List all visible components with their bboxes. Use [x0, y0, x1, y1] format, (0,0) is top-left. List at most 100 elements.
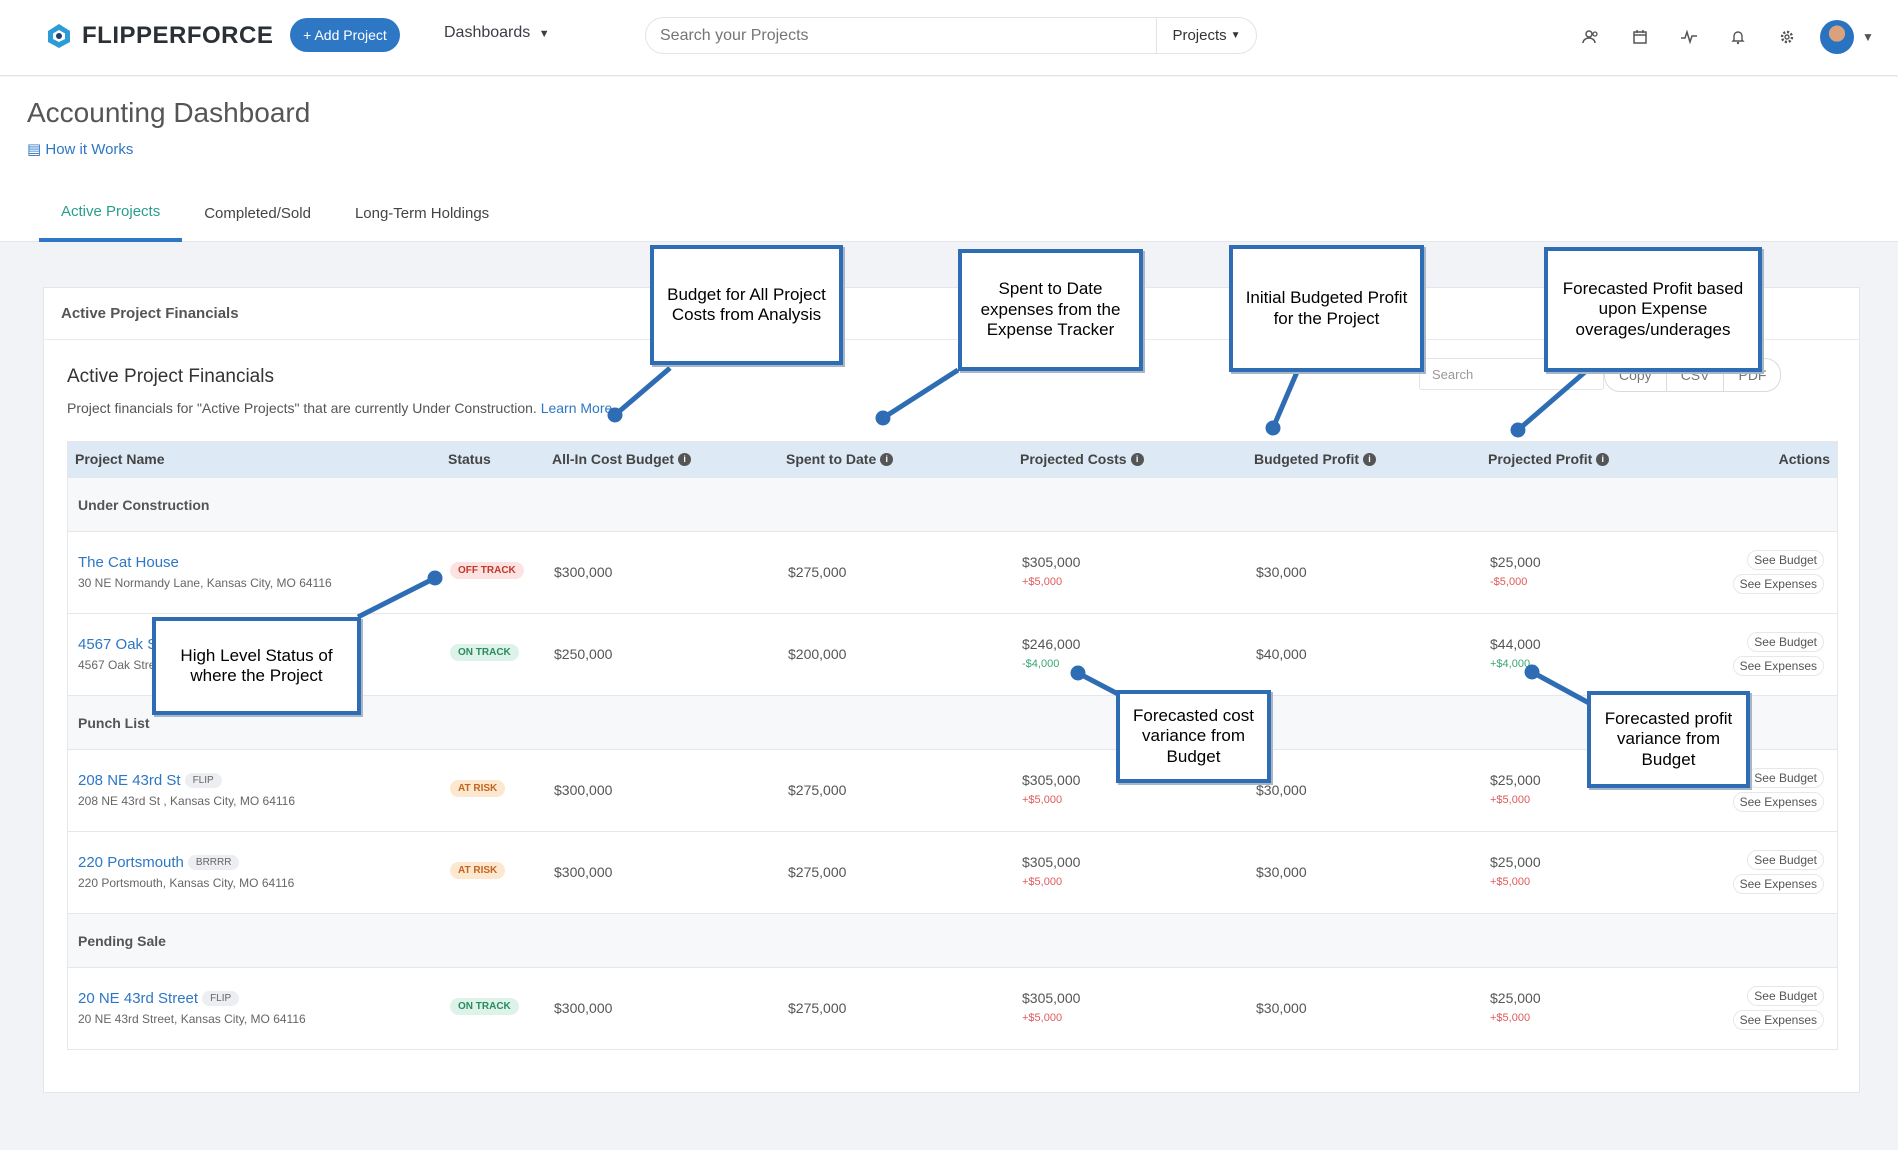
group-punch-list: Punch List — [68, 695, 1837, 749]
tab-active-projects[interactable]: Active Projects — [39, 184, 183, 242]
status-badge: ON TRACK — [450, 998, 519, 1015]
budgeted-profit: $30,000 — [1256, 782, 1307, 798]
callout-budget: Budget for All Project Costs from Analys… — [650, 245, 843, 365]
spent-to-date: $275,000 — [788, 864, 847, 880]
users-icon[interactable] — [1580, 26, 1602, 48]
project-name: 20 NE 43rd Street — [78, 990, 199, 1007]
dashboards-menu[interactable]: Dashboards ▼ — [444, 24, 550, 42]
projected-costs: $305,000 — [1022, 772, 1081, 788]
col-projected-profit[interactable]: Projected Profit i — [1488, 451, 1610, 467]
see-expenses-button[interactable]: See Expenses — [1732, 874, 1824, 894]
info-icon[interactable]: i — [1363, 452, 1376, 466]
project-name-link[interactable]: 220 Portsmouth BRRRR — [78, 854, 240, 871]
col-label: Projected Profit — [1488, 451, 1593, 467]
info-icon[interactable]: i — [880, 452, 894, 466]
info-icon[interactable]: i — [1596, 452, 1610, 466]
projected-cost-variance: +$5,000 — [1022, 794, 1063, 806]
chevron-down-icon[interactable]: ▼ — [1862, 30, 1874, 44]
see-expenses-button[interactable]: See Expenses — [1732, 1010, 1824, 1030]
section-title: Active Project Financials — [67, 366, 274, 387]
see-budget-button[interactable]: See Budget — [1747, 986, 1824, 1006]
see-budget-button[interactable]: See Budget — [1747, 768, 1824, 788]
financials-card: Active Project Financials Active Project… — [43, 287, 1860, 1093]
table-row: The Cat House 30 NE Normandy Lane, Kansa… — [68, 531, 1837, 613]
project-type-tag: BRRRR — [187, 855, 240, 870]
projected-profit: $25,000 — [1490, 990, 1541, 1006]
see-budget-button[interactable]: See Budget — [1747, 550, 1824, 570]
col-budgeted-profit[interactable]: Budgeted Profit i — [1254, 451, 1376, 467]
spent-to-date: $275,000 — [788, 782, 847, 798]
info-icon[interactable]: i — [678, 452, 692, 466]
status-badge: ON TRACK — [450, 644, 519, 661]
col-all-in-cost-budget[interactable]: All-In Cost Budget i — [552, 451, 692, 467]
chevron-down-icon: ▼ — [538, 28, 550, 40]
see-budget-button[interactable]: See Budget — [1747, 632, 1824, 652]
how-it-works-label: How it Works — [45, 141, 134, 158]
col-status[interactable]: Status — [448, 451, 491, 467]
project-search: Projects ▼ — [645, 17, 1257, 54]
col-label: Actions — [1778, 451, 1830, 467]
search-input[interactable] — [646, 26, 1156, 45]
header-icons — [1580, 26, 1798, 48]
activity-icon[interactable] — [1678, 26, 1700, 48]
bell-icon[interactable] — [1727, 26, 1749, 48]
card-header: Active Project Financials — [44, 288, 1859, 340]
table-header: Project Name Status All-In Cost Budget i … — [68, 442, 1837, 477]
how-it-works-link[interactable]: ▤ How it Works — [27, 140, 133, 158]
gear-icon[interactable] — [1776, 26, 1798, 48]
tab-long-term-holdings[interactable]: Long-Term Holdings — [354, 204, 490, 222]
col-label: All-In Cost Budget — [552, 451, 675, 467]
col-projected-costs[interactable]: Projected Costs i — [1020, 451, 1144, 467]
projected-costs: $246,000 — [1022, 636, 1081, 652]
projected-costs: $305,000 — [1022, 990, 1081, 1006]
project-name-link[interactable]: 4567 Oak St — [78, 636, 161, 653]
projected-profit-variance: +$4,000 — [1490, 658, 1531, 670]
projected-cost-variance: +$5,000 — [1022, 576, 1063, 588]
col-spent-to-date[interactable]: Spent to Date i — [786, 451, 894, 467]
projected-costs: $305,000 — [1022, 554, 1081, 570]
brand-logo[interactable]: FLIPPERFORCE — [46, 22, 273, 50]
budgeted-profit: $30,000 — [1256, 1000, 1307, 1016]
tab-completed-sold[interactable]: Completed/Sold — [204, 204, 311, 222]
description-text: Project financials for "Active Projects"… — [67, 400, 541, 416]
group-under-construction: Under Construction — [68, 477, 1837, 531]
col-actions: Actions — [1779, 451, 1830, 467]
project-type-tag: FLIP — [184, 773, 222, 788]
budgeted-profit: $40,000 — [1256, 646, 1307, 662]
status-badge: AT RISK — [450, 862, 506, 879]
search-scope-select[interactable]: Projects ▼ — [1156, 18, 1256, 53]
cost-budget: $300,000 — [554, 864, 613, 880]
projected-cost-variance: +$5,000 — [1022, 1012, 1063, 1024]
learn-more-link[interactable]: Learn More — [540, 400, 613, 416]
status-badge: AT RISK — [450, 780, 506, 797]
col-label: Budgeted Profit — [1254, 451, 1359, 467]
see-expenses-button[interactable]: See Expenses — [1732, 656, 1824, 676]
search-scope-label: Projects — [1172, 27, 1227, 44]
project-name: 4567 Oak St — [78, 636, 162, 653]
project-address: 20 NE 43rd Street, Kansas City, MO 64116 — [78, 1012, 306, 1026]
section-description: Project financials for "Active Projects"… — [67, 400, 612, 416]
project-name: 220 Portsmouth — [78, 854, 184, 871]
see-budget-button[interactable]: See Budget — [1747, 850, 1824, 870]
add-project-button[interactable]: + Add Project — [290, 18, 400, 52]
info-icon[interactable]: i — [1130, 452, 1144, 466]
calendar-icon[interactable] — [1629, 26, 1651, 48]
callout-budgeted-profit: Initial Budgeted Profit for the Project — [1229, 245, 1424, 372]
project-name: 208 NE 43rd St — [78, 772, 181, 789]
project-type-tag: FLIP — [202, 991, 240, 1006]
project-address: 208 NE 43rd St , Kansas City, MO 64116 — [78, 794, 295, 808]
projected-costs: $305,000 — [1022, 854, 1081, 870]
see-expenses-button[interactable]: See Expenses — [1732, 792, 1824, 812]
col-project-name[interactable]: Project Name — [75, 451, 164, 467]
avatar[interactable] — [1820, 20, 1854, 54]
see-expenses-button[interactable]: See Expenses — [1732, 574, 1824, 594]
projected-profit-variance: +$5,000 — [1490, 1012, 1531, 1024]
project-name-link[interactable]: 208 NE 43rd St FLIP — [78, 772, 222, 789]
project-name-link[interactable]: 20 NE 43rd Street FLIP — [78, 990, 240, 1007]
project-name-link[interactable]: The Cat House — [78, 554, 179, 571]
project-address: 220 Portsmouth, Kansas City, MO 64116 — [78, 876, 295, 890]
table-search-input[interactable]: Search — [1419, 358, 1604, 390]
dashboard-tabs: Active Projects Completed/Sold Long-Term… — [39, 184, 511, 242]
col-label: Projected Costs — [1020, 451, 1127, 467]
callout-projected-profit: Forecasted Profit based upon Expense ove… — [1544, 247, 1762, 372]
